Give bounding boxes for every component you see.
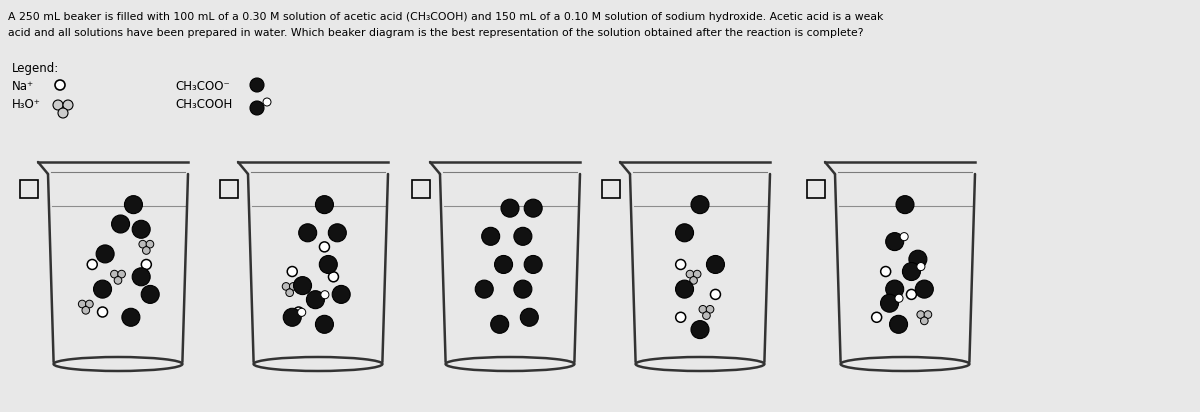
Circle shape — [85, 300, 94, 308]
Circle shape — [320, 291, 329, 299]
Circle shape — [96, 245, 114, 263]
Circle shape — [917, 311, 924, 318]
Circle shape — [82, 307, 90, 314]
Circle shape — [703, 312, 710, 319]
Circle shape — [118, 270, 126, 278]
Text: Na⁺: Na⁺ — [12, 80, 34, 93]
Circle shape — [97, 307, 108, 317]
Circle shape — [112, 215, 130, 233]
Circle shape — [707, 305, 714, 313]
Circle shape — [287, 267, 298, 276]
Circle shape — [294, 276, 312, 295]
Circle shape — [514, 280, 532, 298]
Circle shape — [329, 272, 338, 282]
Circle shape — [316, 315, 334, 333]
Circle shape — [707, 255, 725, 274]
Circle shape — [686, 270, 694, 278]
Circle shape — [58, 108, 68, 118]
Circle shape — [514, 227, 532, 245]
Circle shape — [55, 80, 65, 90]
Circle shape — [110, 270, 119, 278]
Circle shape — [146, 240, 154, 248]
Circle shape — [676, 224, 694, 242]
Circle shape — [294, 307, 304, 317]
Circle shape — [691, 321, 709, 339]
Circle shape — [139, 240, 146, 248]
Text: CH₃COOH: CH₃COOH — [175, 98, 233, 111]
Circle shape — [676, 280, 694, 298]
Circle shape — [142, 286, 160, 303]
Circle shape — [871, 312, 882, 322]
Circle shape — [319, 255, 337, 274]
Circle shape — [283, 308, 301, 326]
Circle shape — [908, 250, 926, 268]
Circle shape — [298, 308, 306, 316]
Circle shape — [676, 312, 685, 322]
Circle shape — [902, 262, 920, 281]
Circle shape — [896, 196, 914, 214]
Circle shape — [502, 199, 520, 217]
Circle shape — [481, 227, 499, 245]
Circle shape — [690, 276, 697, 284]
Circle shape — [78, 300, 86, 308]
Circle shape — [895, 294, 904, 302]
Circle shape — [94, 280, 112, 298]
Circle shape — [475, 280, 493, 298]
Circle shape — [306, 291, 324, 309]
Text: Legend:: Legend: — [12, 62, 59, 75]
Circle shape — [916, 280, 934, 298]
Circle shape — [900, 233, 908, 241]
Circle shape — [143, 247, 150, 254]
Circle shape — [250, 78, 264, 92]
Circle shape — [881, 267, 890, 276]
Circle shape — [132, 268, 150, 286]
Circle shape — [142, 260, 151, 269]
Circle shape — [881, 294, 899, 312]
Circle shape — [491, 315, 509, 333]
Circle shape — [676, 260, 685, 269]
Circle shape — [64, 100, 73, 110]
Circle shape — [906, 289, 917, 300]
Circle shape — [316, 196, 334, 214]
Text: A 250 mL beaker is filled with 100 mL of a 0.30 M solution of acetic acid (CH₃CO: A 250 mL beaker is filled with 100 mL of… — [8, 12, 883, 22]
Circle shape — [886, 233, 904, 250]
Circle shape — [700, 305, 707, 313]
Circle shape — [299, 224, 317, 242]
Circle shape — [691, 196, 709, 214]
Circle shape — [917, 262, 925, 271]
Circle shape — [263, 98, 271, 106]
Circle shape — [53, 100, 64, 110]
Circle shape — [710, 289, 720, 300]
Text: CH₃COO⁻: CH₃COO⁻ — [175, 80, 229, 93]
Circle shape — [282, 283, 290, 290]
Text: H₃O⁺: H₃O⁺ — [12, 98, 41, 111]
Circle shape — [924, 311, 931, 318]
Circle shape — [889, 315, 907, 333]
Circle shape — [521, 308, 539, 326]
Circle shape — [132, 220, 150, 238]
Text: acid and all solutions have been prepared in water. Which beaker diagram is the : acid and all solutions have been prepare… — [8, 28, 864, 38]
Circle shape — [122, 308, 140, 326]
Circle shape — [114, 276, 122, 284]
Circle shape — [494, 255, 512, 274]
Circle shape — [289, 283, 298, 290]
Circle shape — [332, 286, 350, 303]
Circle shape — [286, 289, 294, 297]
Circle shape — [88, 260, 97, 269]
Circle shape — [250, 101, 264, 115]
Circle shape — [319, 242, 330, 252]
Circle shape — [694, 270, 701, 278]
Circle shape — [524, 255, 542, 274]
Circle shape — [329, 224, 347, 242]
Circle shape — [920, 317, 928, 325]
Circle shape — [125, 196, 143, 214]
Circle shape — [524, 199, 542, 217]
Circle shape — [886, 280, 904, 298]
